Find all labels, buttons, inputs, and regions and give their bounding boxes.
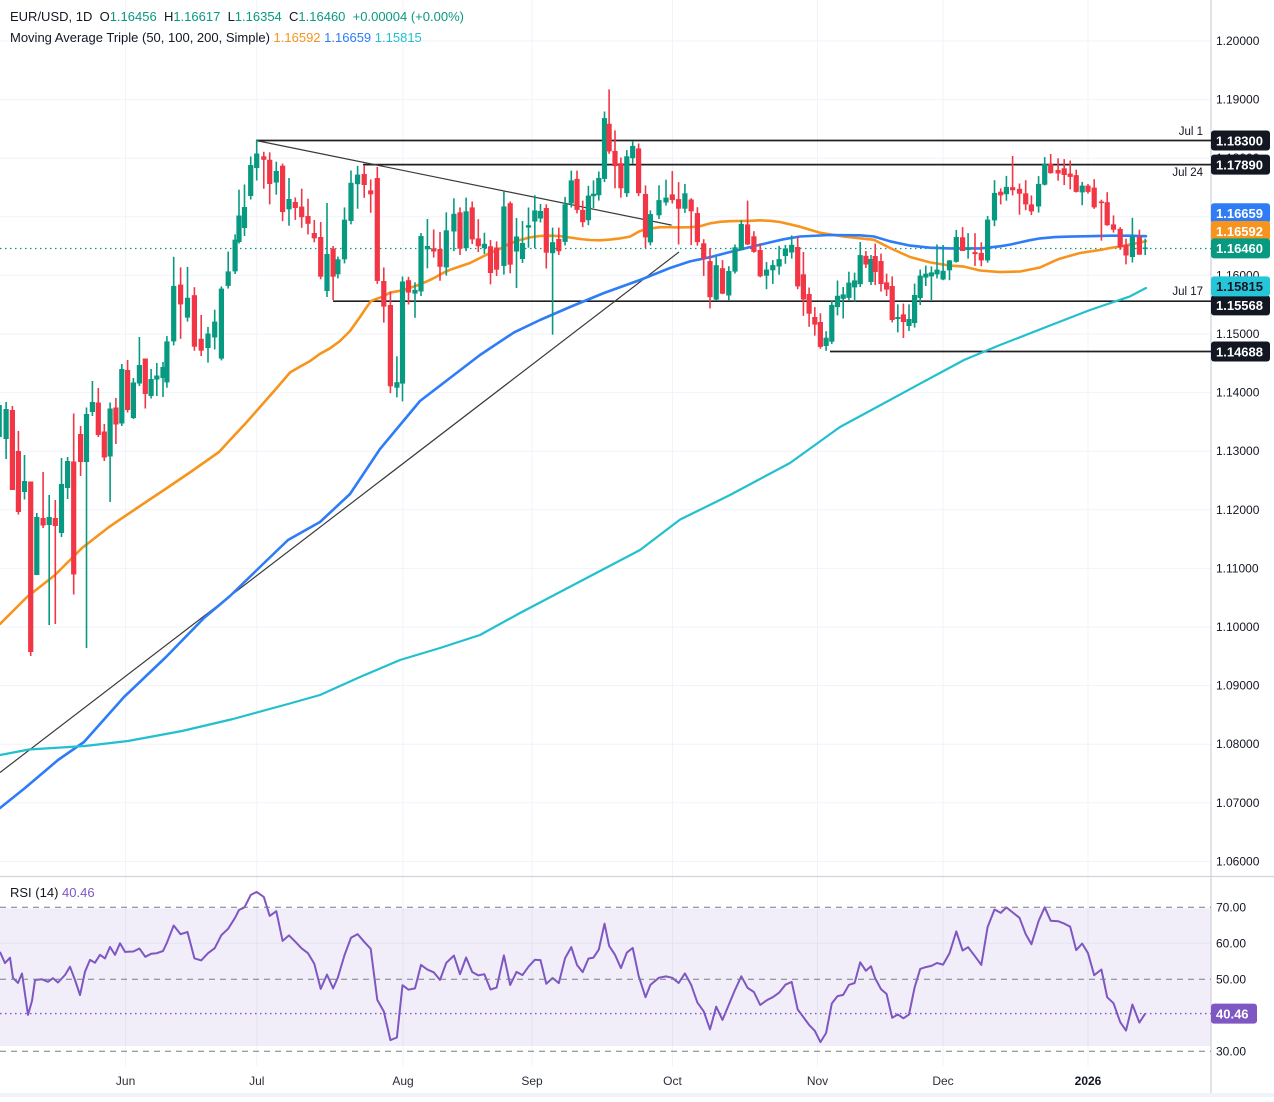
svg-text:1.12000: 1.12000 xyxy=(1216,503,1260,517)
svg-text:60.00: 60.00 xyxy=(1216,936,1246,950)
svg-text:1.09000: 1.09000 xyxy=(1216,679,1260,693)
svg-text:70.00: 70.00 xyxy=(1216,900,1246,914)
svg-text:1.18300: 1.18300 xyxy=(1216,133,1263,148)
svg-text:30.00: 30.00 xyxy=(1216,1044,1246,1058)
svg-text:1.07000: 1.07000 xyxy=(1216,796,1260,810)
svg-text:1.15815: 1.15815 xyxy=(1216,279,1263,294)
svg-text:1.16592: 1.16592 xyxy=(1216,224,1263,239)
svg-text:Sep: Sep xyxy=(521,1074,543,1088)
svg-text:1.11000: 1.11000 xyxy=(1216,561,1259,575)
svg-text:1.15000: 1.15000 xyxy=(1216,327,1260,341)
svg-text:50.00: 50.00 xyxy=(1216,972,1246,986)
svg-text:1.14688: 1.14688 xyxy=(1216,344,1263,359)
svg-text:1.10000: 1.10000 xyxy=(1216,620,1260,634)
svg-text:RSI (14) 40.46: RSI (14) 40.46 xyxy=(10,885,95,900)
svg-text:Aug: Aug xyxy=(392,1074,413,1088)
svg-text:Jul 1: Jul 1 xyxy=(1179,126,1203,138)
svg-text:Nov: Nov xyxy=(807,1074,828,1088)
svg-text:40.46: 40.46 xyxy=(1216,1006,1249,1021)
svg-text:1.15568: 1.15568 xyxy=(1216,298,1263,313)
svg-text:Jul 17: Jul 17 xyxy=(1172,286,1203,298)
svg-text:2026: 2026 xyxy=(1075,1074,1102,1088)
svg-text:Jul: Jul xyxy=(249,1074,264,1088)
svg-text:Jun: Jun xyxy=(116,1074,135,1088)
svg-text:1.16460: 1.16460 xyxy=(1216,241,1263,256)
svg-text:1.16659: 1.16659 xyxy=(1216,206,1263,221)
svg-text:1.14000: 1.14000 xyxy=(1216,386,1260,400)
svg-text:Moving Average Triple (50, 100: Moving Average Triple (50, 100, 200, Sim… xyxy=(10,30,422,45)
svg-text:EUR/USD, 1D O1.16456 H1.1661: EUR/USD, 1D O1.16456 H1.16617 L1.16354 C… xyxy=(10,9,464,24)
svg-text:1.17890: 1.17890 xyxy=(1216,157,1263,172)
svg-text:Jul 24: Jul 24 xyxy=(1172,167,1203,179)
svg-text:Oct: Oct xyxy=(663,1074,682,1088)
svg-text:1.19000: 1.19000 xyxy=(1216,93,1260,107)
svg-text:Dec: Dec xyxy=(932,1074,953,1088)
svg-text:1.06000: 1.06000 xyxy=(1216,854,1260,868)
svg-text:1.13000: 1.13000 xyxy=(1216,444,1260,458)
svg-text:1.08000: 1.08000 xyxy=(1216,737,1260,751)
svg-text:1.20000: 1.20000 xyxy=(1216,34,1260,48)
